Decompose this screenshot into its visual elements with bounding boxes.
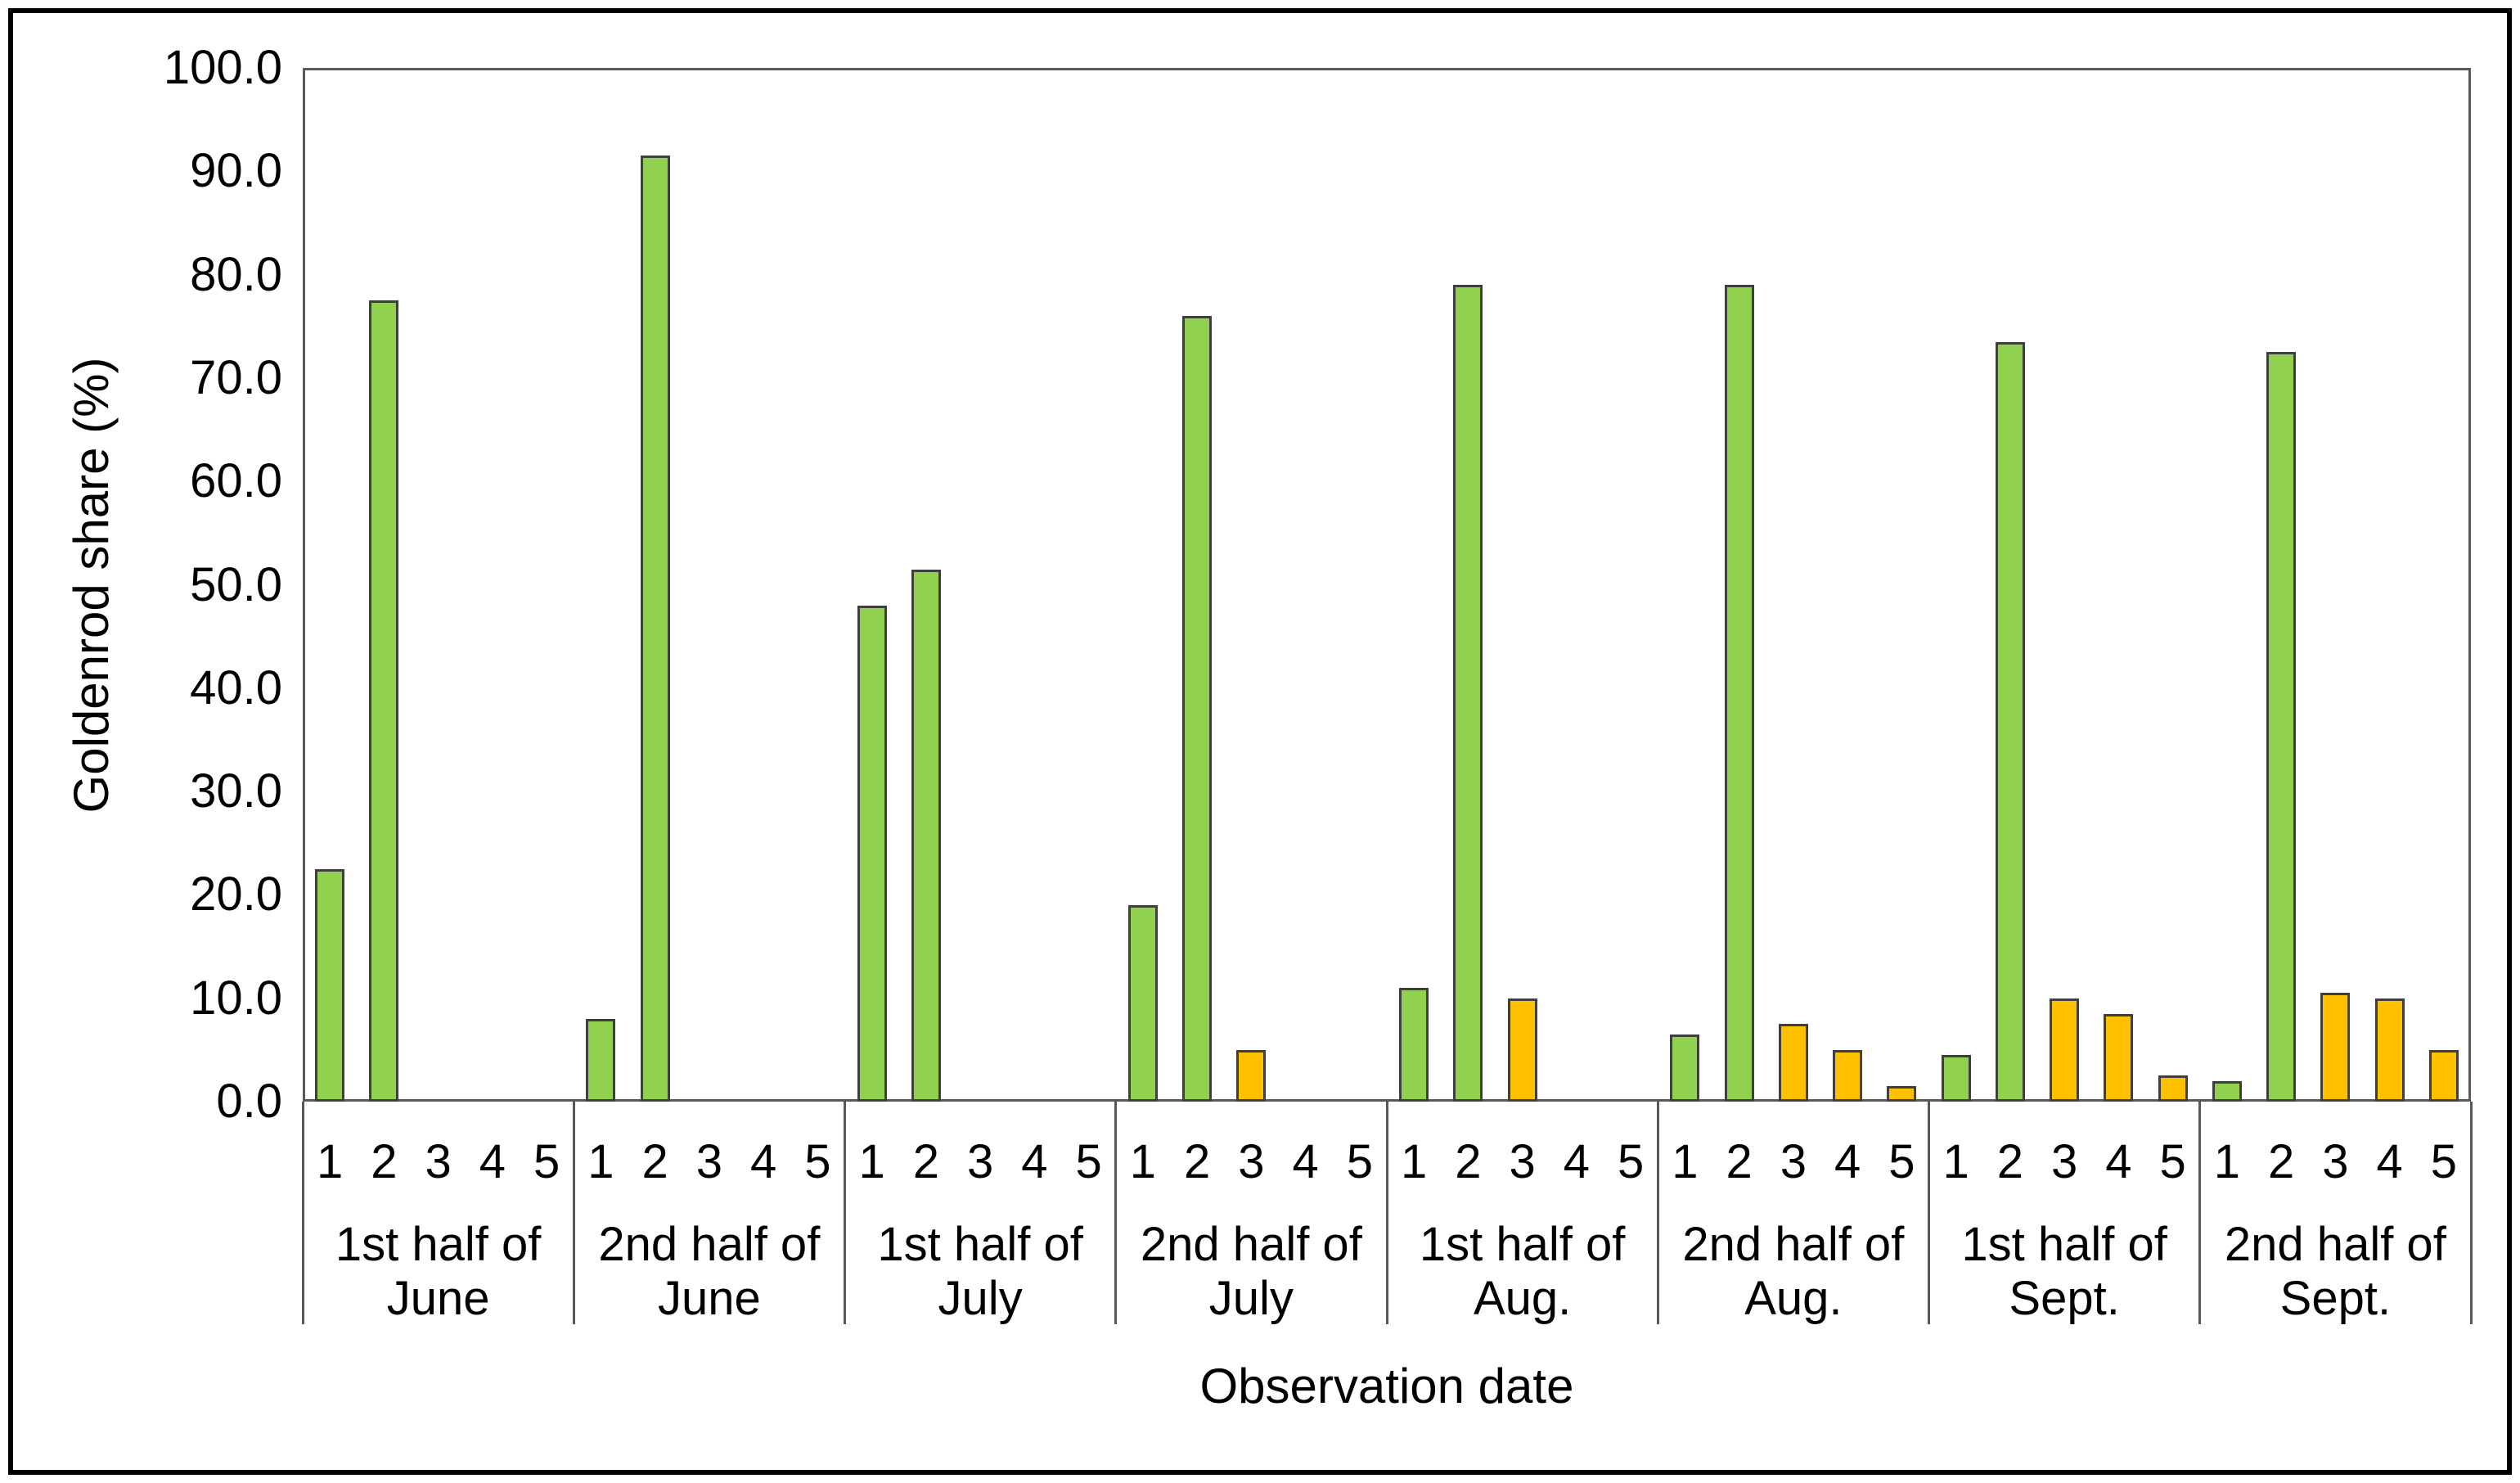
x-tick-group5-3: 3 [1509,1135,1536,1188]
x-tick-group1-1: 1 [316,1135,344,1188]
bar-group7-date1 [1941,1055,1971,1102]
group-label-2: 2nd half of June [598,1218,821,1325]
y-tick-label-70.0: 70.0 [190,350,282,404]
bar-group8-date1 [2212,1080,2242,1102]
x-axis-group-separator-0 [301,1102,304,1324]
x-tick-group1-5: 5 [533,1135,560,1188]
x-axis-group-separator-6 [1928,1102,1930,1324]
x-tick-group8-2: 2 [2267,1135,2295,1188]
y-tick-label-60.0: 60.0 [190,454,282,508]
x-tick-group6-3: 3 [1780,1135,1807,1188]
group-label-5: 1st half of Aug. [1419,1218,1626,1325]
bar-group6-date4 [1833,1049,1863,1102]
bar-group7-date2 [1995,341,2025,1102]
y-tick-label-0.0: 0.0 [216,1075,282,1128]
x-tick-group2-1: 1 [587,1135,614,1188]
x-tick-group8-4: 4 [2376,1135,2403,1188]
x-tick-group2-2: 2 [641,1135,668,1188]
x-tick-group5-5: 5 [1617,1135,1645,1188]
x-tick-group1-2: 2 [371,1135,398,1188]
bar-group6-date1 [1670,1034,1700,1102]
x-tick-group6-2: 2 [1726,1135,1753,1188]
y-tick-label-10.0: 10.0 [190,971,282,1025]
bar-group5-date2 [1453,285,1483,1102]
x-tick-group5-4: 4 [1563,1135,1590,1188]
x-tick-group7-1: 1 [1942,1135,1969,1188]
x-tick-group8-5: 5 [2430,1135,2457,1188]
x-tick-group4-2: 2 [1183,1135,1211,1188]
bar-group5-date1 [1399,988,1429,1102]
x-tick-group2-3: 3 [695,1135,722,1188]
x-axis-group-separator-7 [2198,1102,2202,1324]
x-tick-group4-1: 1 [1129,1135,1156,1188]
group-label-4: 2nd half of July [1140,1218,1362,1325]
group-label-1: 1st half of June [335,1218,542,1325]
bar-group6-date2 [1724,285,1754,1102]
x-tick-group2-5: 5 [804,1135,831,1188]
group-label-7: 1st half of Sept. [1961,1218,2167,1325]
bar-group3-date2 [911,569,941,1102]
x-tick-group6-5: 5 [1888,1135,1915,1188]
y-tick-label-90.0: 90.0 [190,144,282,198]
bar-group7-date5 [2158,1075,2188,1102]
x-axis-group-separator-2 [844,1102,846,1324]
bar-group6-date5 [1887,1086,1917,1102]
bar-group8-date2 [2266,352,2297,1102]
x-tick-group8-3: 3 [2322,1135,2349,1188]
x-tick-group4-5: 5 [1346,1135,1373,1188]
bar-group5-date3 [1507,998,1537,1102]
x-axis-title: Observation date [1199,1359,1574,1413]
x-tick-group1-3: 3 [425,1135,452,1188]
x-axis-group-separator-3 [1114,1102,1118,1324]
x-tick-group5-1: 1 [1400,1135,1428,1188]
x-tick-group6-1: 1 [1672,1135,1699,1188]
x-tick-group3-1: 1 [858,1135,885,1188]
y-tick-label-100.0: 100.0 [163,41,282,94]
bar-group6-date3 [1778,1024,1808,1102]
x-tick-group3-4: 4 [1021,1135,1048,1188]
bar-group8-date3 [2320,993,2351,1102]
y-tick-label-40.0: 40.0 [190,660,282,714]
y-tick-label-80.0: 80.0 [190,247,282,301]
x-tick-group7-2: 2 [1996,1135,2023,1188]
group-label-3: 1st half of July [877,1218,1083,1325]
bar-group4-date3 [1236,1049,1267,1102]
plot-area [303,68,2471,1102]
x-tick-group3-3: 3 [966,1135,994,1188]
x-tick-group4-3: 3 [1238,1135,1265,1188]
x-tick-group2-4: 4 [749,1135,777,1188]
bar-group8-date4 [2374,998,2405,1102]
x-tick-group3-5: 5 [1075,1135,1102,1188]
bar-group7-date3 [2050,998,2080,1102]
y-tick-label-30.0: 30.0 [190,764,282,818]
bar-group2-date2 [640,156,670,1102]
x-tick-group7-5: 5 [2159,1135,2186,1188]
y-tick-label-50.0: 50.0 [190,557,282,611]
bar-group4-date2 [1182,316,1213,1102]
bar-group3-date1 [857,605,887,1102]
x-tick-group6-4: 4 [1834,1135,1861,1188]
bar-group7-date4 [2104,1013,2134,1102]
x-tick-group1-4: 4 [479,1135,506,1188]
group-label-6: 2nd half of Aug. [1682,1218,1905,1325]
x-axis-group-separator-8 [2469,1102,2473,1324]
x-tick-group3-2: 2 [912,1135,939,1188]
y-tick-label-20.0: 20.0 [190,868,282,922]
group-label-8: 2nd half of Sept. [2224,1218,2446,1325]
bar-group2-date1 [586,1018,616,1102]
bar-group4-date1 [1127,905,1158,1102]
x-axis-group-separator-4 [1385,1102,1388,1324]
x-tick-group8-1: 1 [2213,1135,2240,1188]
x-axis-group-separator-1 [572,1102,575,1324]
x-tick-group5-2: 2 [1455,1135,1482,1188]
x-tick-group7-3: 3 [2050,1135,2078,1188]
bar-group1-date2 [369,300,399,1102]
bar-group8-date5 [2428,1049,2459,1102]
x-axis-group-separator-5 [1656,1102,1659,1324]
x-tick-group4-4: 4 [1292,1135,1319,1188]
bar-group1-date1 [315,868,345,1102]
x-tick-group7-4: 4 [2105,1135,2132,1188]
